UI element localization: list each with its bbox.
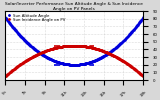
Legend: Sun Altitude Angle, Sun Incidence Angle on PV: Sun Altitude Angle, Sun Incidence Angle … <box>7 13 65 22</box>
Title: Solar/Inverter Performance Sun Altitude Angle & Sun Incidence Angle on PV Panels: Solar/Inverter Performance Sun Altitude … <box>5 2 143 11</box>
